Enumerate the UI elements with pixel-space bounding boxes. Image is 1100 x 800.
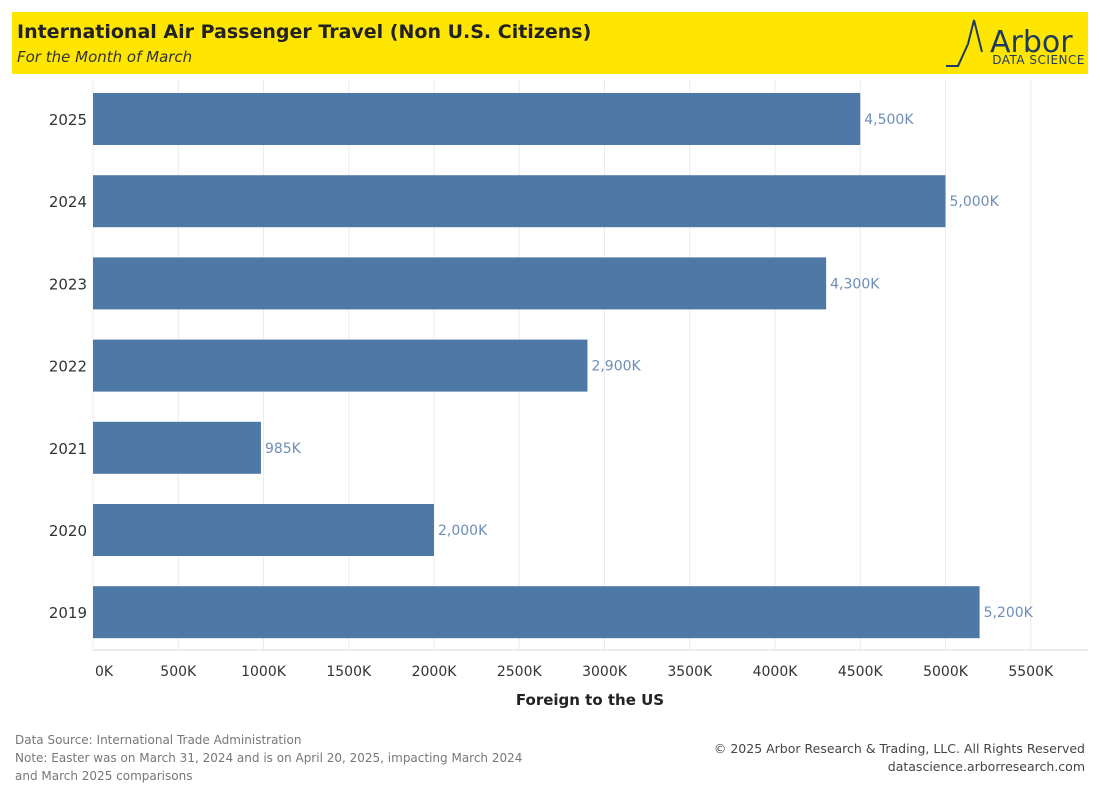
chart-title: International Air Passenger Travel (Non … — [17, 21, 592, 43]
bars — [93, 93, 980, 639]
x-axis-title: Foreign to the US — [516, 691, 664, 709]
bar-value-label: 985K — [265, 441, 302, 457]
bar — [93, 257, 827, 310]
bar-value-label: 2,900K — [591, 359, 641, 375]
y-category-label: 2022 — [49, 358, 87, 376]
x-tick-label: 3500K — [667, 664, 713, 680]
x-tick-label: 1500K — [326, 664, 372, 680]
note-line-1: Note: Easter was on March 31, 2024 and i… — [15, 751, 523, 765]
footer-source-notes: Data Source: International Trade Adminis… — [15, 731, 522, 785]
website: datascience.arborresearch.com — [887, 759, 1085, 774]
x-tick-label: 5500K — [1008, 664, 1054, 680]
header-banner: International Air Passenger Travel (Non … — [12, 12, 1088, 74]
x-tick-label: 2000K — [412, 664, 458, 680]
y-axis-labels: 2025 2024 2023 2022 2021 2020 2019 — [49, 111, 87, 622]
bar-value-label: 5,200K — [984, 605, 1034, 621]
footer-copyright: © 2025 Arbor Research & Trading, LLC. Al… — [714, 740, 1085, 776]
y-category-label: 2024 — [49, 193, 87, 211]
bar — [93, 504, 434, 556]
bar-value-label: 4,300K — [830, 276, 880, 292]
bar-value-label: 4,500K — [864, 112, 914, 128]
x-tick-label: 2500K — [497, 664, 543, 680]
bar — [93, 339, 588, 392]
y-category-label: 2025 — [49, 111, 87, 129]
chart-subtitle: For the Month of March — [17, 48, 193, 66]
x-tick-label: 0K — [95, 664, 114, 680]
x-tick-label: 5000K — [923, 664, 969, 680]
x-tick-label: 4500K — [838, 664, 884, 680]
x-tick-label: 1000K — [241, 664, 287, 680]
x-tick-label: 500K — [160, 664, 197, 680]
y-category-label: 2019 — [49, 604, 87, 622]
copyright: © 2025 Arbor Research & Trading, LLC. Al… — [713, 741, 1085, 756]
y-category-label: 2020 — [49, 522, 87, 540]
data-labels: 4,500K 5,000K 4,300K 2,900K 985K 2,000K 5,200K — [265, 112, 1034, 621]
y-category-label: 2023 — [49, 275, 87, 293]
x-tick-label: 4000K — [753, 664, 799, 680]
svg-text:Arbor: Arbor — [990, 25, 1073, 60]
bar — [93, 175, 946, 228]
bar — [93, 421, 261, 474]
logo-subtitle: DATA SCIENCE — [992, 53, 1085, 67]
bar-value-label: 5,000K — [950, 194, 1000, 210]
note-line-2: and March 2025 comparisons — [15, 769, 193, 783]
bar-value-label: 2,000K — [438, 523, 488, 539]
x-tick-label: 3000K — [582, 664, 628, 680]
x-axis-ticks: 0K 500K 1000K 1500K 2000K 2500K 3000K 3500K 4000… — [95, 664, 1054, 680]
arbor-logo: Arbor — [946, 19, 1073, 67]
data-source: Data Source: International Trade Adminis… — [15, 733, 302, 747]
bar — [93, 586, 980, 639]
bar — [93, 93, 861, 145]
y-category-label: 2021 — [49, 440, 87, 458]
